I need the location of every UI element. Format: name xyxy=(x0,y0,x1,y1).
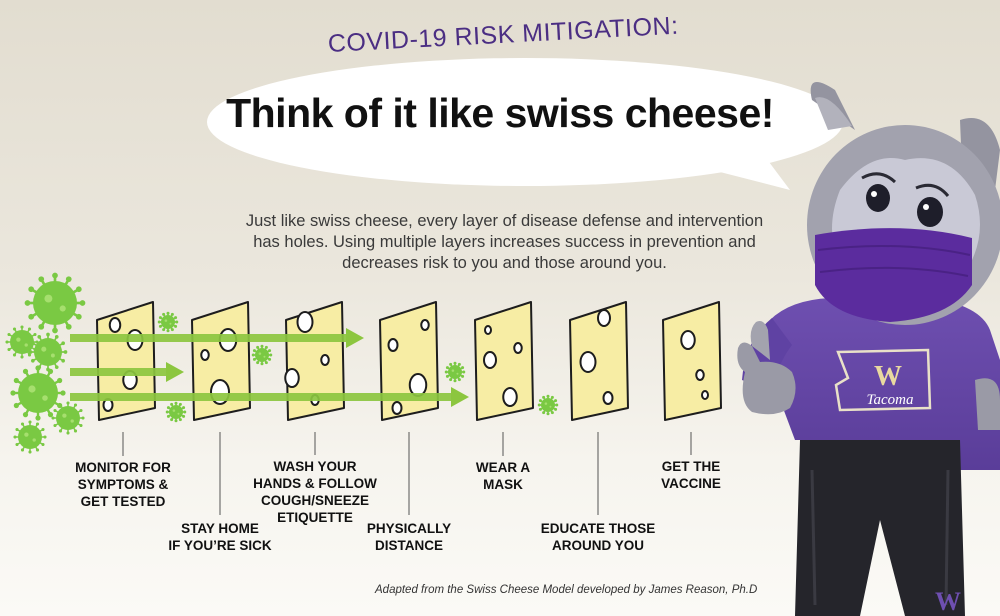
shirt-text: Tacoma xyxy=(867,392,914,408)
arrows-front-layer xyxy=(70,328,469,407)
layer-label: PHYSICALLY DISTANCE xyxy=(319,520,499,554)
virus-icon xyxy=(51,401,85,435)
cheese-layer xyxy=(96,301,722,421)
layer-label: STAY HOME IF YOU’RE SICK xyxy=(130,520,310,554)
layer-label-line: ETIQUETTE xyxy=(277,510,353,525)
cheese-hole xyxy=(602,391,614,405)
headline: Think of it like swiss cheese! xyxy=(226,90,774,136)
risk-arrow xyxy=(70,362,184,382)
cheese-hole xyxy=(108,317,122,333)
virus-icon xyxy=(251,344,273,366)
risk-arrow xyxy=(70,387,469,407)
layer-label-line: EDUCATE THOSE xyxy=(540,521,656,536)
intro-line: Just like swiss cheese, every layer of d… xyxy=(245,212,764,230)
credit-text: Adapted from the Swiss Cheese Model deve… xyxy=(375,584,758,596)
leader-lines xyxy=(122,432,692,515)
layer-label-line: GET THE xyxy=(661,459,721,474)
cheese-slice xyxy=(662,301,722,421)
shirt-letter: W xyxy=(874,361,902,392)
cheese-slice xyxy=(191,301,251,421)
virus-icon xyxy=(444,361,466,383)
layer-label-line: STAY HOME xyxy=(181,521,259,536)
cheese-slice xyxy=(96,301,156,421)
layer-label-line: MASK xyxy=(483,477,523,492)
virus-icon xyxy=(13,420,47,454)
layer-label: WEAR A MASK xyxy=(413,459,593,493)
virus-icon xyxy=(157,311,179,333)
layer-label-line: MONITOR FOR xyxy=(75,460,171,475)
mascot-illustration: W Tacoma W xyxy=(737,82,1000,616)
virus-icon xyxy=(537,394,559,416)
cheese-hole xyxy=(597,309,611,327)
cheese-slice xyxy=(284,301,345,421)
risk-arrow xyxy=(70,328,364,348)
cheese-hole xyxy=(284,368,300,388)
cheese-hole xyxy=(408,373,428,397)
layer-label-line: SYMPTOMS & xyxy=(77,477,169,492)
cheese-hole xyxy=(391,401,403,415)
layer-label-line: DISTANCE xyxy=(374,538,443,553)
layer-label-line: VACCINE xyxy=(661,476,721,491)
layer-label: MONITOR FOR SYMPTOMS & GET TESTED xyxy=(33,459,213,510)
intro-text: Just like swiss cheese, every layer of d… xyxy=(222,211,787,274)
cheese-hole xyxy=(513,342,523,354)
cheese-hole xyxy=(320,354,330,366)
mascot-head xyxy=(807,82,1000,325)
cheese-hole xyxy=(387,338,399,352)
cheese-hole xyxy=(420,319,430,331)
cheese-slice xyxy=(379,301,439,421)
layer-label-line: IF YOU’RE SICK xyxy=(168,538,272,553)
layer-label-line: GET TESTED xyxy=(80,494,166,509)
layer-label: GET THE VACCINE xyxy=(601,458,781,492)
layer-label-line: WASH YOUR xyxy=(273,459,357,474)
cheese-hole xyxy=(296,311,314,333)
virus-icon xyxy=(28,332,68,372)
layer-label-line: WEAR A xyxy=(475,460,531,475)
cheese-hole xyxy=(695,369,705,381)
layer-label-line: HANDS & FOLLOW xyxy=(253,476,377,491)
cheese-hole xyxy=(680,330,696,350)
shirt-logo: W Tacoma xyxy=(834,348,932,412)
layer-label: EDUCATE THOSE AROUND YOU xyxy=(508,520,688,554)
cheese-hole xyxy=(701,390,709,400)
layer-label-line: COUGH/SNEEZE xyxy=(260,493,369,508)
speech-bubble xyxy=(207,58,843,190)
intro-line: decreases risk to you and those around y… xyxy=(342,254,667,272)
intro-line: has holes. Using multiple layers increas… xyxy=(253,233,756,251)
cheese-slice xyxy=(569,301,629,421)
cheese-hole xyxy=(483,351,497,369)
virus-icon xyxy=(24,272,86,334)
virus-icon xyxy=(165,401,187,423)
cheese-slice xyxy=(474,301,534,421)
cheese-hole xyxy=(200,349,210,361)
cheese-hole xyxy=(502,387,518,407)
cheese-hole xyxy=(579,351,597,373)
layer-label-line: PHYSICALLY xyxy=(366,521,452,536)
layer-label: WASH YOUR HANDS & FOLLOW COUGH/SNEEZE ETIQU… xyxy=(225,458,405,526)
layer-label-line: AROUND YOU xyxy=(551,538,644,553)
shorts-letter: W xyxy=(935,587,961,616)
cheese-hole xyxy=(484,325,492,335)
thumbs-up-hand xyxy=(737,321,796,415)
virus-layer xyxy=(5,272,559,454)
